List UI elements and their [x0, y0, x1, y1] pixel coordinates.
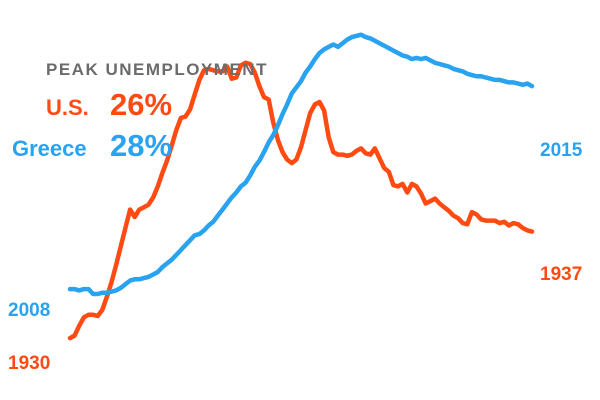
series-line-us [67, 60, 535, 341]
peak-row-us: U.S. 26% [46, 87, 172, 122]
us-start-label: 1930 [8, 353, 51, 374]
greece-end-label: 2015 [540, 140, 583, 161]
peak-value-greece: 28% [110, 128, 173, 163]
peak-name-us: U.S. [46, 95, 89, 120]
series-line-greece [67, 32, 535, 297]
chart-title: PEAK UNEMPLOYMENT [46, 60, 268, 79]
peak-row-greece: Greece 28% [12, 128, 172, 163]
us-end-label: 1937 [540, 264, 583, 285]
greece-start-label: 2008 [8, 300, 51, 321]
peak-value-us: 26% [110, 87, 173, 122]
peak-name-greece: Greece [12, 136, 87, 161]
